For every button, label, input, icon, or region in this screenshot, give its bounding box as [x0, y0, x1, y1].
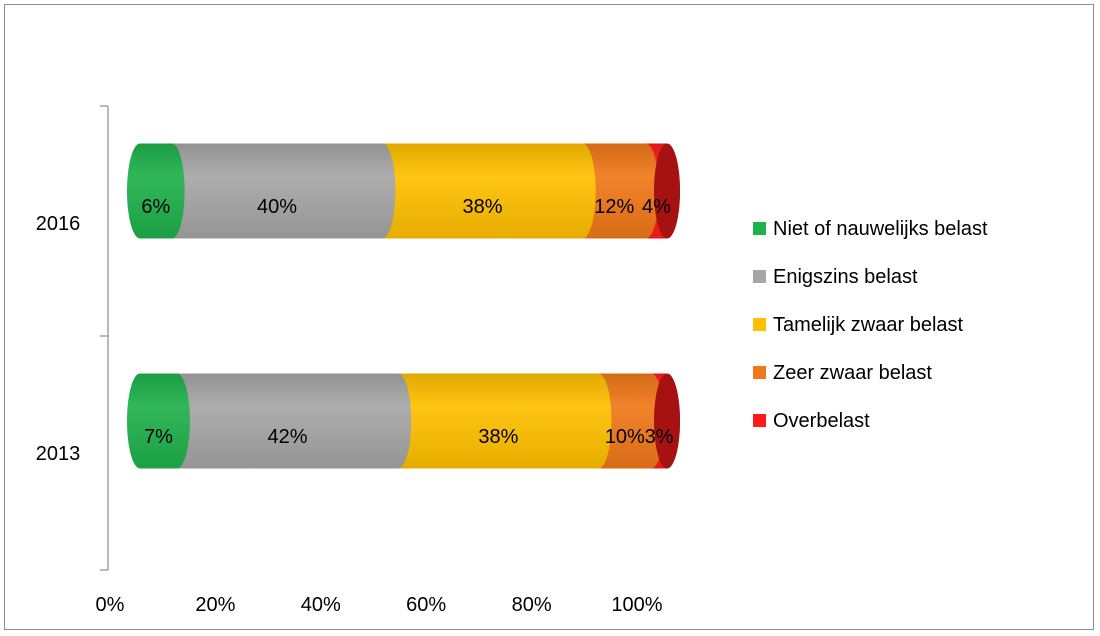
- data-label: 12%: [594, 196, 634, 218]
- data-label: 40%: [257, 196, 297, 218]
- x-tick-label: 0%: [96, 594, 125, 616]
- data-label: 10%: [605, 426, 645, 448]
- x-tick-label: 100%: [611, 594, 662, 616]
- legend-swatch: [753, 414, 766, 427]
- bar-end-cap: [654, 374, 680, 469]
- data-label: 38%: [463, 196, 503, 218]
- data-label: 6%: [141, 196, 170, 218]
- bar-segment: [164, 374, 411, 469]
- legend-swatch: [753, 222, 766, 235]
- y-tick-label: 2013: [36, 443, 81, 465]
- legend-label: Enigszins belast: [773, 266, 918, 288]
- legend-label: Niet of nauwelijks belast: [773, 218, 988, 240]
- bar-end-cap: [654, 144, 680, 239]
- legend-label: Tamelijk zwaar belast: [773, 314, 964, 336]
- data-label: 7%: [144, 426, 173, 448]
- bar-segment: [127, 374, 190, 469]
- bar-segment: [127, 144, 185, 239]
- x-tick-label: 80%: [512, 594, 552, 616]
- bar-segment: [369, 144, 595, 239]
- x-tick-label: 40%: [301, 594, 341, 616]
- data-label: 3%: [645, 426, 674, 448]
- legend-label: Zeer zwaar belast: [773, 362, 932, 384]
- data-label: 4%: [642, 196, 671, 218]
- bar-segment: [159, 144, 396, 239]
- bar-segment: [385, 374, 611, 469]
- legend-swatch: [753, 318, 766, 331]
- data-label: 42%: [268, 426, 308, 448]
- legend-label: Overbelast: [773, 410, 870, 432]
- legend-swatch: [753, 366, 766, 379]
- data-label: 38%: [478, 426, 518, 448]
- x-tick-label: 60%: [406, 594, 446, 616]
- legend-swatch: [753, 270, 766, 283]
- x-tick-label: 20%: [195, 594, 235, 616]
- y-tick-label: 2016: [36, 213, 81, 235]
